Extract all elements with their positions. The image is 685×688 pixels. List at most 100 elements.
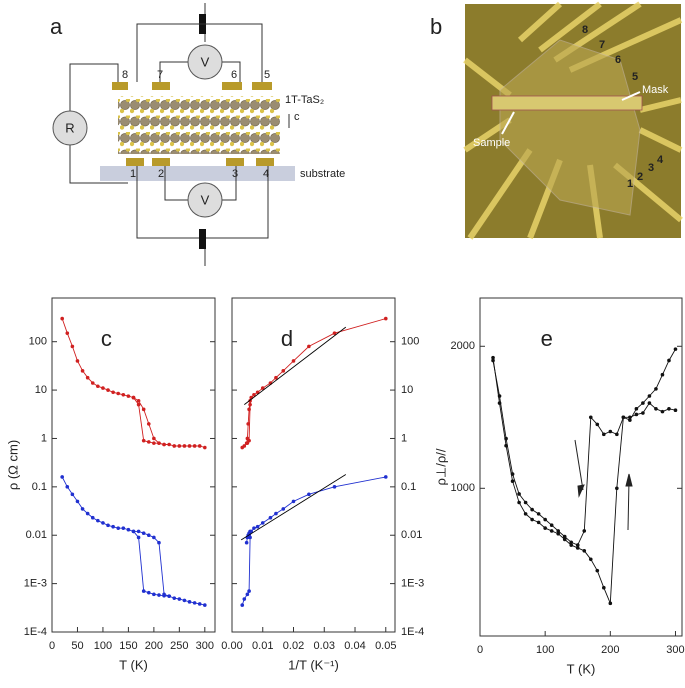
data-point [152,436,156,441]
data-point [588,557,593,562]
data-point [141,589,146,593]
data-point [332,485,337,489]
data-point [177,597,182,601]
series-line [492,348,676,546]
data-point [588,415,593,420]
data-point [131,395,136,400]
data-point [80,507,85,511]
mask-label: Mask [642,84,669,96]
sample-label: Sample [473,137,510,149]
data-point [121,392,126,397]
voltmeter-label: V [201,54,210,69]
data-point [510,472,515,476]
series-line [61,476,205,606]
data-point [641,401,645,405]
data-point [491,355,495,360]
contact-label: 5 [264,69,270,81]
data-point [660,372,665,377]
wire [136,23,263,82]
voltmeter [187,44,223,80]
data-point [615,432,619,437]
x-tick-label: 300 [196,640,214,652]
y-tick-label: 1000 [451,482,475,494]
data-point [608,429,613,434]
data-point [530,507,534,512]
data-point [660,409,665,414]
data-point [146,422,151,426]
data-point [162,442,166,447]
data-point [307,492,311,497]
data-point [536,520,541,525]
plot-frame [479,297,683,637]
data-point [106,388,110,392]
data-point [647,401,652,405]
data-point [172,596,177,600]
x-axis-label: T (K) [119,657,148,672]
data-point [307,344,311,349]
data-point [60,475,64,479]
x-tick-label: 0 [49,640,55,652]
data-point [602,585,606,590]
data-point [244,441,249,445]
data-point [203,603,207,607]
series-line [492,357,676,604]
x-tick-label: 50 [71,640,83,652]
y-tick-label: 1 [401,432,407,444]
contact-label: 6 [615,54,621,66]
y-axis-label: ρ (Ω cm) [5,440,20,490]
wire [222,61,241,82]
data-point [136,529,141,534]
data-point [562,537,567,542]
contact-label: 1 [627,178,633,190]
data-point [116,526,121,530]
data-point [595,422,600,427]
x-axis-label: T (K) [567,661,596,676]
data-point [106,523,110,528]
data-point [274,511,278,516]
data-point [146,440,151,444]
wire [164,166,188,201]
wire [159,61,188,82]
chart: 0.00 0.01 0.02 0.03 0.04 0.05 1E-4 1E-3 0.01 0.1 1… [221,297,424,672]
material-label: 1T-TaS₂ [285,94,324,106]
data-point [182,444,187,448]
series-line [241,318,386,448]
contact-label: 4 [263,168,269,180]
data-point [654,406,658,411]
data-point [383,316,388,321]
arrow [621,91,641,101]
contact-label: 5 [632,71,638,83]
panel-label: a [50,14,63,39]
x-tick-label: 100 [536,644,554,656]
y-tick-label: 10 [35,384,47,396]
panel-label: d [281,326,293,351]
data-point [116,391,121,396]
y-tick-label: 2000 [451,340,475,352]
y-tick-label: 1E-4 [24,626,47,638]
data-point [152,535,156,540]
data-point [517,492,521,496]
data-point [203,445,207,450]
data-point [654,387,658,391]
x-tick-label: 200 [601,644,619,656]
y-tick-label: 1E-4 [401,626,424,638]
data-point [246,422,250,426]
y-tick-label: 10 [401,384,413,396]
wire [222,166,237,201]
panel-label: c [101,326,112,351]
data-point [569,540,574,545]
data-point [673,408,678,412]
x-tick-label: 200 [145,640,163,652]
x-tick-label: 0.04 [344,640,365,652]
data-point [70,492,75,497]
contact-label: 2 [158,168,164,180]
x-tick-label: 250 [170,640,188,652]
data-point [157,540,161,545]
data-point [167,594,171,598]
series-line [240,474,347,541]
data-point [595,568,600,573]
data-point [383,475,388,479]
data-point [187,444,192,448]
substrate [100,166,295,181]
substrate-label: substrate [300,168,345,180]
